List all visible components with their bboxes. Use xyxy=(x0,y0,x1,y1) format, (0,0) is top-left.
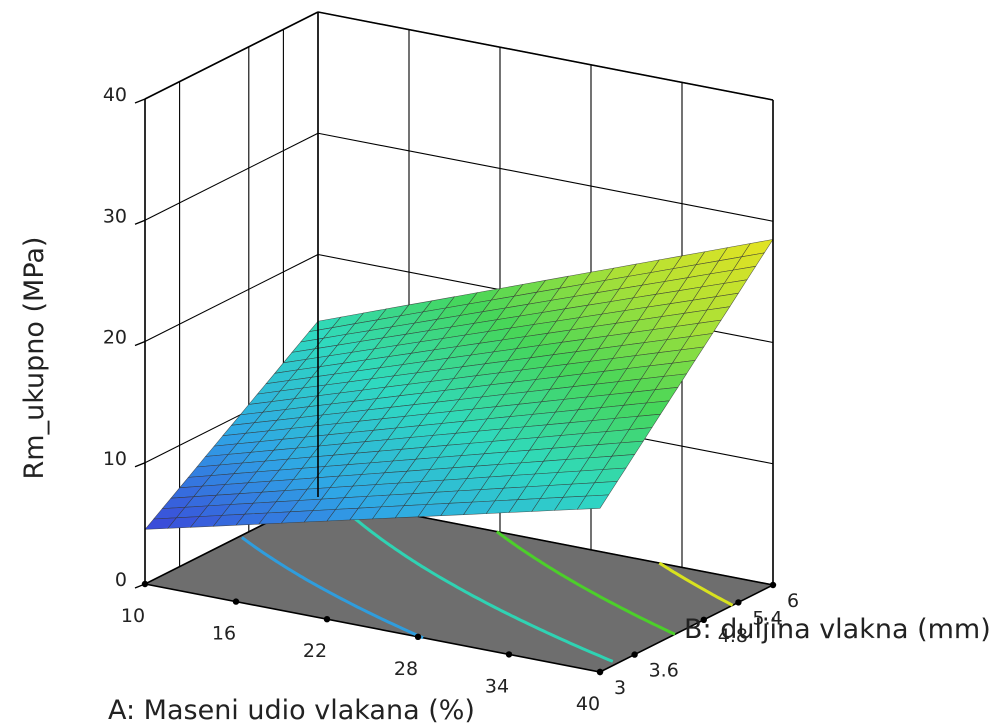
z-tick-label: 20 xyxy=(103,327,127,349)
response-surface xyxy=(144,239,774,530)
z-tick-label: 10 xyxy=(103,448,127,470)
x-tick-label: 34 xyxy=(485,675,509,697)
x-tick-label: 40 xyxy=(576,693,600,715)
x-tick-label: 10 xyxy=(121,605,145,627)
x-tick-mark xyxy=(414,633,422,640)
tick-labels: 0 10 20 30 40 10 16 22 28 34 40 3 3.6 4.85.46 xyxy=(103,84,799,715)
floor-contours xyxy=(241,499,734,663)
x-tick-mark xyxy=(232,598,240,605)
y-tick-mark xyxy=(596,668,604,676)
y-tick-label: 3.6 xyxy=(649,660,679,682)
y-tick-mark xyxy=(700,616,707,623)
back-wall-grid-line xyxy=(317,132,774,222)
z-axis-title: Rm_ukupno (MPa) xyxy=(19,237,50,480)
y-tick-label: 5.4 xyxy=(752,607,782,629)
x-tick-mark xyxy=(505,651,513,658)
contour-line-20 xyxy=(495,530,676,636)
contour-line-15 xyxy=(333,499,614,663)
z-tick-label: 30 xyxy=(103,205,127,227)
surface-cell xyxy=(576,494,610,510)
z-tick-mark xyxy=(134,462,146,468)
z-tick-mark xyxy=(134,98,146,104)
y-tick-mark xyxy=(631,651,638,658)
frame-edge xyxy=(144,11,319,100)
x-tick-mark xyxy=(323,616,331,623)
y-tick-label: 6 xyxy=(787,590,799,612)
contour-line-25 xyxy=(658,561,734,607)
x-tick-mark xyxy=(141,580,149,588)
left-wall-grid-line xyxy=(144,254,319,342)
z-tick-label: 0 xyxy=(115,569,127,591)
y-tick-mark xyxy=(735,599,742,606)
z-tick-mark xyxy=(134,219,146,225)
y-tick-label: 3 xyxy=(614,677,626,699)
x-tick-label: 22 xyxy=(303,640,327,662)
frame-edge xyxy=(317,11,774,101)
z-tick-label: 40 xyxy=(103,84,127,106)
left-wall-grid-line xyxy=(144,132,319,221)
y-tick-label: 4.8 xyxy=(718,625,748,647)
x-axis-title: A: Maseni udio vlakana (%) xyxy=(108,695,475,726)
x-tick-label: 28 xyxy=(394,658,418,680)
x-tick-label: 16 xyxy=(212,623,236,645)
z-tick-mark xyxy=(134,340,146,347)
axis-ticks xyxy=(134,98,777,676)
contour-line-10 xyxy=(241,536,424,640)
y-axis-title: B: duljina vlakna (mm) xyxy=(684,614,991,645)
y-tick-mark xyxy=(769,581,777,589)
